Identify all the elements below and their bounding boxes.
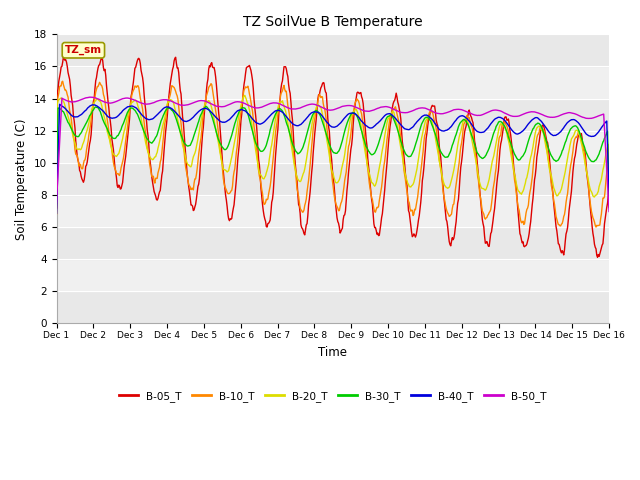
B-20_T <box>241 93 249 98</box>
B-30_T <box>202 104 210 109</box>
B-05_T <box>401 161 408 167</box>
Line: B-05_T: B-05_T <box>56 57 609 257</box>
Line: B-30_T: B-30_T <box>56 107 609 207</box>
Y-axis label: Soil Temperature (C): Soil Temperature (C) <box>15 118 28 240</box>
Line: B-40_T: B-40_T <box>56 104 609 213</box>
Bar <box>56 66 609 98</box>
Line: B-50_T: B-50_T <box>56 97 609 212</box>
B-40_T <box>52 210 60 216</box>
B-10_T <box>417 168 424 174</box>
B-10_T <box>205 84 213 89</box>
Title: TZ SoilVue B Temperature: TZ SoilVue B Temperature <box>243 15 422 29</box>
B-30_T <box>52 192 60 197</box>
B-05_T <box>120 164 128 169</box>
B-30_T <box>605 204 613 210</box>
B-30_T <box>417 124 424 130</box>
Line: B-10_T: B-10_T <box>56 81 609 227</box>
B-40_T <box>120 107 128 112</box>
B-40_T <box>417 115 424 120</box>
X-axis label: Time: Time <box>318 346 348 359</box>
B-05_T <box>605 180 613 186</box>
B-05_T <box>594 254 602 260</box>
B-20_T <box>52 176 60 181</box>
B-20_T <box>605 201 613 206</box>
B-05_T <box>63 64 71 70</box>
B-50_T <box>205 100 213 106</box>
Bar <box>56 163 609 195</box>
B-10_T <box>605 159 613 165</box>
B-50_T <box>177 102 184 108</box>
Text: TZ_sm: TZ_sm <box>65 45 102 55</box>
B-10_T <box>120 150 128 156</box>
B-20_T <box>417 140 424 145</box>
B-20_T <box>205 98 212 104</box>
B-10_T <box>59 78 67 84</box>
Bar <box>56 291 609 324</box>
B-40_T <box>63 108 71 114</box>
B-40_T <box>205 108 213 113</box>
B-40_T <box>605 193 613 199</box>
B-20_T <box>175 125 183 131</box>
B-50_T <box>63 97 70 103</box>
B-05_T <box>417 199 424 205</box>
B-20_T <box>120 132 127 137</box>
B-50_T <box>417 105 424 111</box>
Line: B-20_T: B-20_T <box>56 96 609 204</box>
B-30_T <box>120 120 127 126</box>
B-40_T <box>56 101 63 107</box>
B-10_T <box>63 92 71 98</box>
B-50_T <box>401 110 408 116</box>
B-05_T <box>52 205 60 211</box>
B-30_T <box>63 116 70 121</box>
B-20_T <box>63 108 70 114</box>
Bar <box>56 131 609 163</box>
B-40_T <box>177 115 184 120</box>
B-20_T <box>401 168 408 174</box>
Bar <box>56 98 609 131</box>
Bar <box>56 35 609 66</box>
B-05_T <box>205 63 213 69</box>
B-10_T <box>52 211 60 217</box>
Bar <box>56 259 609 291</box>
B-30_T <box>175 126 183 132</box>
B-50_T <box>52 200 60 205</box>
B-05_T <box>177 87 184 93</box>
B-50_T <box>605 209 613 215</box>
B-10_T <box>177 115 184 120</box>
B-50_T <box>86 94 94 100</box>
Bar <box>56 195 609 227</box>
Bar <box>56 227 609 259</box>
B-30_T <box>401 149 408 155</box>
B-40_T <box>401 126 408 132</box>
Legend: B-05_T, B-10_T, B-20_T, B-30_T, B-40_T, B-50_T: B-05_T, B-10_T, B-20_T, B-30_T, B-40_T, … <box>115 386 551 406</box>
B-50_T <box>120 96 128 101</box>
B-05_T <box>60 54 67 60</box>
B-30_T <box>205 108 213 113</box>
B-10_T <box>592 224 600 230</box>
B-10_T <box>401 172 408 178</box>
